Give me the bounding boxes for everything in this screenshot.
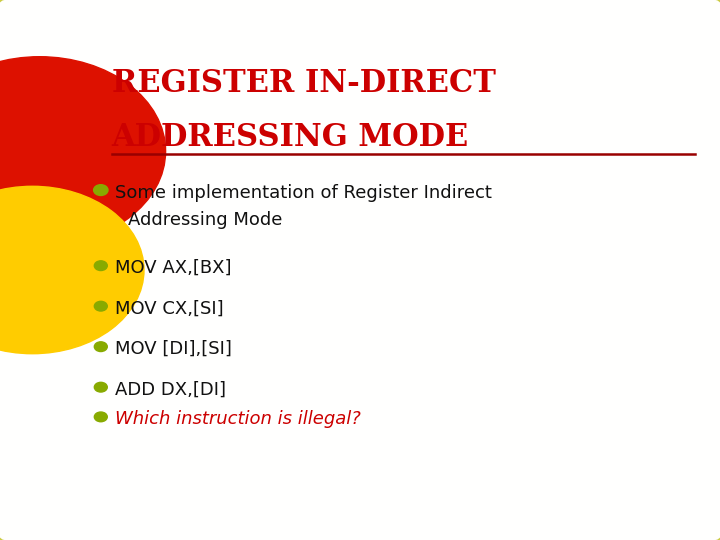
Text: MOV [DI],[SI]: MOV [DI],[SI] xyxy=(115,340,232,358)
Text: Some implementation of Register Indirect: Some implementation of Register Indirect xyxy=(115,184,492,201)
Text: Addressing Mode: Addressing Mode xyxy=(128,211,282,228)
Text: ADDRESSING MODE: ADDRESSING MODE xyxy=(112,122,469,152)
Text: REGISTER IN-DIRECT: REGISTER IN-DIRECT xyxy=(112,68,495,98)
Circle shape xyxy=(0,57,166,246)
Circle shape xyxy=(94,261,107,271)
Text: MOV AX,[BX]: MOV AX,[BX] xyxy=(115,259,232,277)
Text: MOV CX,[SI]: MOV CX,[SI] xyxy=(115,300,224,318)
Text: ADD DX,[DI]: ADD DX,[DI] xyxy=(115,381,226,399)
Circle shape xyxy=(94,185,108,195)
Circle shape xyxy=(94,342,107,352)
Text: Which instruction is illegal?: Which instruction is illegal? xyxy=(115,410,361,428)
Circle shape xyxy=(94,382,107,392)
Circle shape xyxy=(94,301,107,311)
Circle shape xyxy=(0,186,144,354)
Circle shape xyxy=(94,412,107,422)
